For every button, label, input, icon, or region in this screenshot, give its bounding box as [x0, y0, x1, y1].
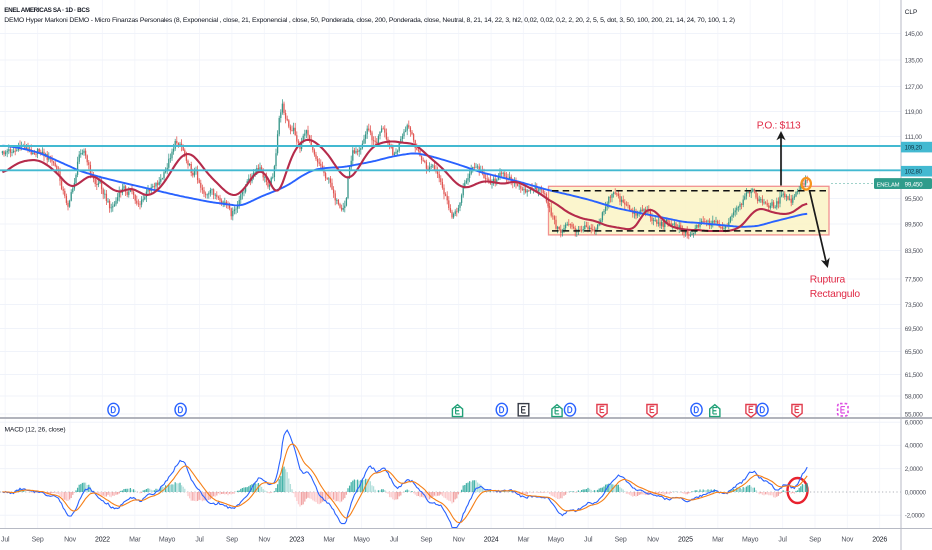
svg-text:Jul: Jul	[584, 537, 593, 544]
svg-text:127,00: 127,00	[905, 84, 923, 91]
svg-text:Nov: Nov	[64, 537, 77, 544]
svg-text:Mayo: Mayo	[353, 537, 370, 544]
svg-text:2025: 2025	[678, 537, 693, 544]
svg-text:73,500: 73,500	[905, 302, 923, 309]
svg-text:Nov: Nov	[647, 537, 660, 544]
svg-text:77,500: 77,500	[905, 276, 923, 283]
svg-text:69,500: 69,500	[905, 326, 923, 333]
svg-text:Jul: Jul	[1, 537, 10, 544]
svg-text:Jul: Jul	[778, 537, 787, 544]
svg-text:Ruptura: Ruptura	[810, 275, 846, 286]
svg-text:P.O.: $113: P.O.: $113	[757, 120, 801, 131]
svg-text:Nov: Nov	[453, 537, 466, 544]
svg-text:DEMO Hyper Markoni DEMO - Micr: DEMO Hyper Markoni DEMO - Micro Finanzas…	[4, 17, 735, 24]
svg-text:145,00: 145,00	[905, 31, 923, 38]
svg-text:111,00: 111,00	[905, 134, 923, 141]
svg-text:MACD (12, 26, close): MACD (12, 26, close)	[5, 427, 66, 434]
svg-text:109,20: 109,20	[905, 146, 923, 152]
svg-text:Sep: Sep	[32, 537, 44, 544]
svg-text:2023: 2023	[289, 537, 304, 544]
svg-text:0,00000: 0,00000	[905, 489, 927, 496]
svg-text:95,500: 95,500	[905, 196, 923, 203]
svg-text:Sep: Sep	[809, 537, 821, 544]
svg-text:Mar: Mar	[323, 537, 335, 544]
svg-text:Sep: Sep	[226, 537, 238, 544]
svg-text:CLP: CLP	[905, 9, 917, 16]
svg-text:Mar: Mar	[129, 537, 141, 544]
svg-text:58,000: 58,000	[905, 393, 923, 400]
svg-text:55,000: 55,000	[905, 411, 923, 418]
svg-text:2,0000: 2,0000	[905, 466, 923, 473]
svg-text:2026: 2026	[872, 537, 887, 544]
svg-text:83,500: 83,500	[905, 248, 923, 255]
svg-text:Mar: Mar	[712, 537, 724, 544]
svg-text:Jul: Jul	[390, 537, 399, 544]
svg-text:2022: 2022	[95, 537, 110, 544]
svg-text:Nov: Nov	[258, 537, 271, 544]
svg-text:ENEL AMERICAS SA · 1D · BCS: ENEL AMERICAS SA · 1D · BCS	[4, 7, 89, 14]
svg-text:Rectangulo: Rectangulo	[810, 289, 861, 300]
svg-text:4,0000: 4,0000	[905, 443, 923, 450]
svg-text:Mar: Mar	[518, 537, 530, 544]
svg-text:135,00: 135,00	[905, 57, 923, 64]
svg-text:2024: 2024	[484, 537, 499, 544]
svg-text:119,00: 119,00	[905, 109, 923, 116]
svg-text:Mayo: Mayo	[548, 537, 565, 544]
svg-text:-2,0000: -2,0000	[905, 513, 925, 520]
svg-text:6,0000: 6,0000	[905, 420, 923, 427]
svg-text:Mayo: Mayo	[159, 537, 176, 544]
svg-text:Nov: Nov	[841, 537, 854, 544]
svg-text:102,80: 102,80	[905, 170, 923, 176]
svg-text:61,500: 61,500	[905, 372, 923, 379]
svg-text:ENELAM: ENELAM	[877, 182, 900, 188]
svg-text:Sep: Sep	[420, 537, 432, 544]
svg-text:99,450: 99,450	[905, 182, 923, 189]
svg-text:Jul: Jul	[195, 537, 204, 544]
svg-text:89,500: 89,500	[905, 221, 923, 228]
svg-text:Mayo: Mayo	[742, 537, 759, 544]
svg-text:Sep: Sep	[615, 537, 627, 544]
svg-text:65,500: 65,500	[905, 349, 923, 356]
